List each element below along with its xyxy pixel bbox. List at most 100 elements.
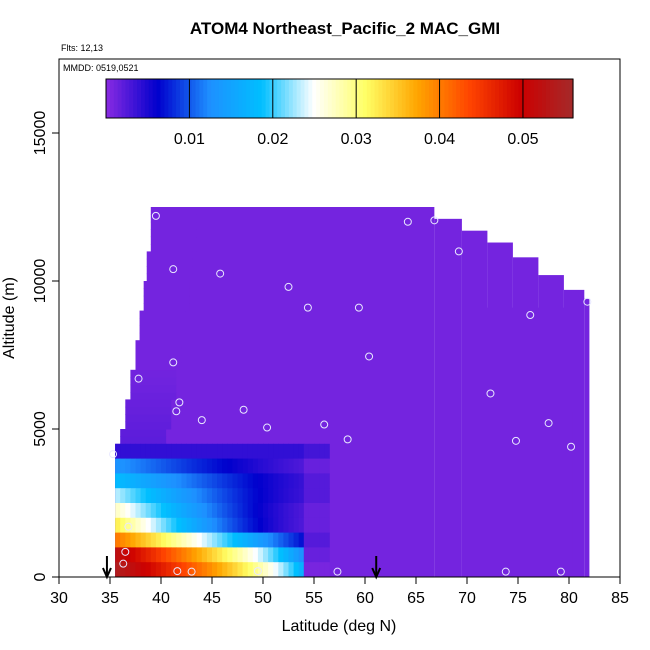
heatmap-cell <box>247 488 254 504</box>
colorbar-cell <box>176 79 181 118</box>
colorbar-cell <box>133 79 138 118</box>
heatmap-cell <box>212 443 218 460</box>
heatmap-cell <box>181 458 187 474</box>
colorbar-cell <box>292 79 298 118</box>
heatmap-cell <box>181 443 187 460</box>
heatmap-cell <box>155 532 162 548</box>
colorbar-cell <box>234 79 239 118</box>
heatmap-cell <box>135 503 142 519</box>
heatmap-cell <box>222 532 228 548</box>
heatmap-cell <box>135 473 142 489</box>
heatmap-cell <box>196 532 203 548</box>
heatmap-cell <box>171 503 177 519</box>
heatmap-cell <box>155 517 162 534</box>
heatmap-cell <box>257 517 264 534</box>
heatmap-cell <box>324 532 330 548</box>
envelope-left-cell <box>143 303 190 312</box>
heatmap-cell <box>319 443 325 460</box>
heatmap-cell <box>268 562 274 577</box>
heatmap-cell <box>155 503 162 519</box>
heatmap-cell <box>145 517 152 534</box>
colorbar-cell <box>460 79 465 118</box>
colorbar-cell <box>405 79 411 118</box>
heatmap-cell <box>314 458 320 474</box>
sample-point <box>197 416 206 425</box>
heatmap-cell <box>145 488 152 504</box>
heatmap-cell <box>319 503 325 519</box>
heatmap-cell <box>252 547 259 563</box>
heatmap-cell <box>252 517 259 534</box>
sample-point <box>172 407 181 416</box>
heatmap-cell <box>135 562 142 577</box>
colorbar-cell <box>448 79 453 118</box>
heatmap-cell <box>135 458 142 474</box>
colorbar-cell <box>304 79 309 118</box>
heatmap-cell <box>120 503 126 519</box>
sample-point <box>175 398 184 407</box>
sample-point <box>556 567 565 576</box>
envelope-left-cell <box>135 347 182 356</box>
heatmap-cell <box>222 547 228 563</box>
colorbar-cell <box>417 79 422 118</box>
heatmap-cell <box>217 547 223 563</box>
heatmap-cell <box>314 532 320 548</box>
colorbar-cell <box>464 79 469 118</box>
sample-point <box>486 389 495 398</box>
colorbar-cell <box>429 79 434 118</box>
envelope-left-cell <box>150 221 197 230</box>
heatmap-cell <box>155 473 162 489</box>
colorbar-cell <box>502 79 508 118</box>
heatmap-cell <box>125 473 131 489</box>
heatmap-cell <box>242 562 249 577</box>
heatmap-cell <box>186 517 193 534</box>
colorbar-cell <box>444 79 450 118</box>
envelope-left-cell <box>150 229 197 238</box>
envelope-left-cell <box>135 340 182 349</box>
envelope-left-cell <box>130 369 177 378</box>
heatmap-cell <box>217 503 223 519</box>
heatmap-cell <box>150 488 157 504</box>
heatmap-cell <box>161 532 167 548</box>
heatmap-cell <box>293 473 300 489</box>
colorbar-cell <box>144 79 150 118</box>
heatmap-cell <box>206 443 213 460</box>
heatmap-cell <box>293 562 300 577</box>
heatmap-cell <box>181 517 187 534</box>
colorbar-cell <box>320 79 325 118</box>
heatmap-cell <box>145 473 152 489</box>
colorbar-cell <box>386 79 391 118</box>
envelope-left-cell <box>139 318 186 326</box>
colorbar-cell <box>425 79 430 118</box>
heatmap-cell <box>314 562 320 577</box>
heatmap-cell <box>308 488 315 504</box>
heatmap-cell <box>176 547 182 563</box>
x-tick-label: 60 <box>356 590 374 607</box>
heatmap-cell <box>298 517 305 534</box>
colorbar-cell <box>355 79 360 118</box>
heatmap-cell <box>176 562 182 577</box>
colorbar-cell <box>331 79 337 118</box>
heatmap-cell <box>257 503 264 519</box>
heatmap-cell <box>232 488 238 504</box>
colorbar-cell <box>467 79 473 118</box>
heatmap-cell <box>283 503 289 519</box>
heatmap-cell <box>212 488 218 504</box>
heatmap-cell <box>176 488 182 504</box>
heatmap-cell <box>150 443 157 460</box>
colorbar-cell <box>152 79 158 118</box>
heatmap-cell <box>206 488 213 504</box>
heatmap-cell <box>181 562 187 577</box>
heatmap-cell <box>222 443 228 460</box>
heatmap-cell <box>278 562 284 577</box>
heatmap-cell <box>217 562 223 577</box>
sample-point <box>284 282 293 291</box>
heatmap-cell <box>135 488 142 504</box>
colorbar-cell <box>526 79 531 118</box>
sample-point <box>134 374 143 383</box>
heatmap-cell <box>186 562 193 577</box>
envelope-left-cell <box>150 207 197 215</box>
heatmap-cell <box>278 547 284 563</box>
heatmap-cell <box>237 473 244 489</box>
envelope-left-cell <box>125 421 172 430</box>
dates-label: MMDD: 0519,0521 <box>63 63 139 73</box>
